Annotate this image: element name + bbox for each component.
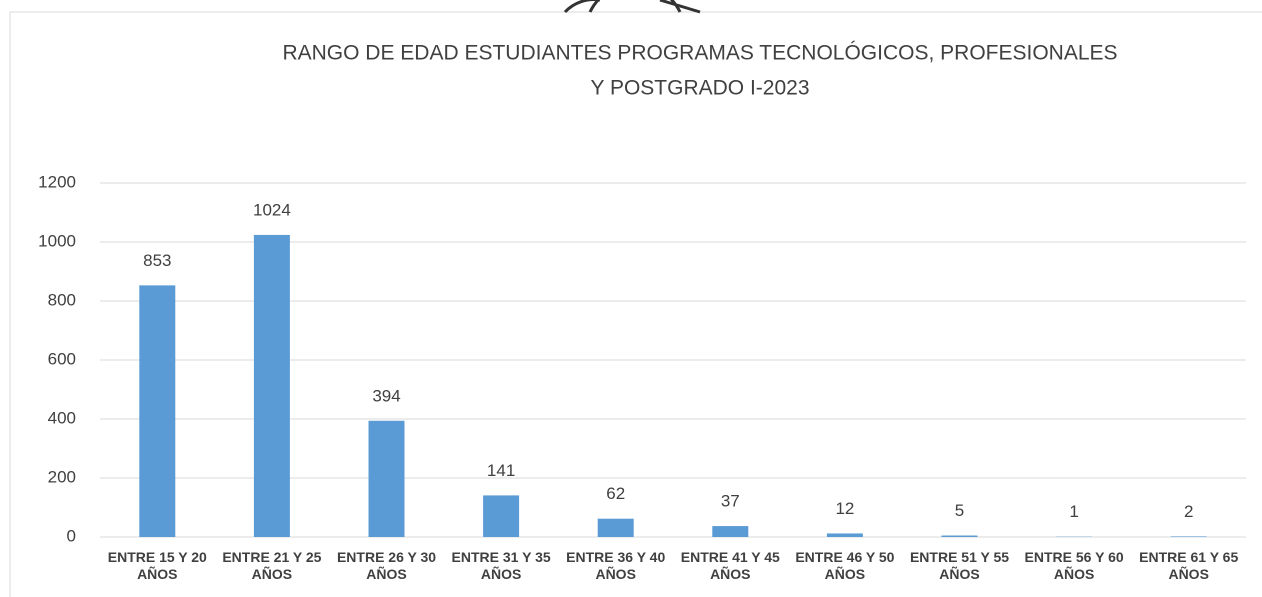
- logo-fragment: [563, 0, 701, 14]
- bar: [826, 533, 863, 537]
- bar: [139, 285, 176, 537]
- y-tick-label: 400: [48, 408, 76, 427]
- bar: [597, 518, 634, 537]
- bar: [712, 526, 749, 537]
- x-tick-label: ENTRE 56 Y 60 AÑOS: [1024, 549, 1124, 582]
- x-tick-label: ENTRE 21 Y 25 AÑOS: [222, 549, 322, 582]
- value-label: 1024: [253, 200, 291, 219]
- x-tick-label: ENTRE 36 Y 40 AÑOS: [566, 549, 666, 582]
- x-tick-label: ENTRE 31 Y 35 AÑOS: [451, 549, 551, 582]
- x-tick-label: ENTRE 15 Y 20 AÑOS: [107, 549, 207, 582]
- y-tick-label: 600: [48, 349, 76, 368]
- chart-title: Y POSTGRADO I-2023: [590, 77, 809, 100]
- bar: [253, 234, 290, 538]
- y-tick-label: 800: [48, 290, 76, 309]
- y-tick-label: 1000: [38, 231, 76, 250]
- x-tick-label: ENTRE 41 Y 45 AÑOS: [680, 549, 780, 582]
- value-label: 141: [487, 461, 515, 480]
- y-tick-label: 0: [67, 526, 76, 545]
- value-label: 5: [955, 501, 964, 520]
- bar: [941, 535, 978, 537]
- x-tick-label: ENTRE 61 Y 65 AÑOS: [1139, 549, 1239, 582]
- value-label: 853: [143, 251, 171, 270]
- chart-title: RANGO DE EDAD ESTUDIANTES PROGRAMAS TECN…: [282, 42, 1117, 65]
- y-tick-label: 1200: [38, 172, 76, 191]
- bar: [368, 420, 405, 537]
- value-label: 62: [606, 484, 625, 503]
- x-tick-label: ENTRE 46 Y 50 AÑOS: [795, 549, 895, 582]
- value-label: 2: [1184, 502, 1193, 521]
- x-tick-label: ENTRE 26 Y 30 AÑOS: [336, 549, 437, 582]
- value-label: 1: [1069, 502, 1078, 521]
- y-tick-label: 200: [48, 467, 76, 486]
- x-tick-label: ENTRE 51 Y 55 AÑOS: [909, 549, 1010, 582]
- bar: [483, 495, 520, 537]
- bar: [1170, 536, 1207, 537]
- value-label: 394: [372, 386, 400, 405]
- value-label: 12: [835, 499, 854, 518]
- value-label: 37: [721, 492, 740, 511]
